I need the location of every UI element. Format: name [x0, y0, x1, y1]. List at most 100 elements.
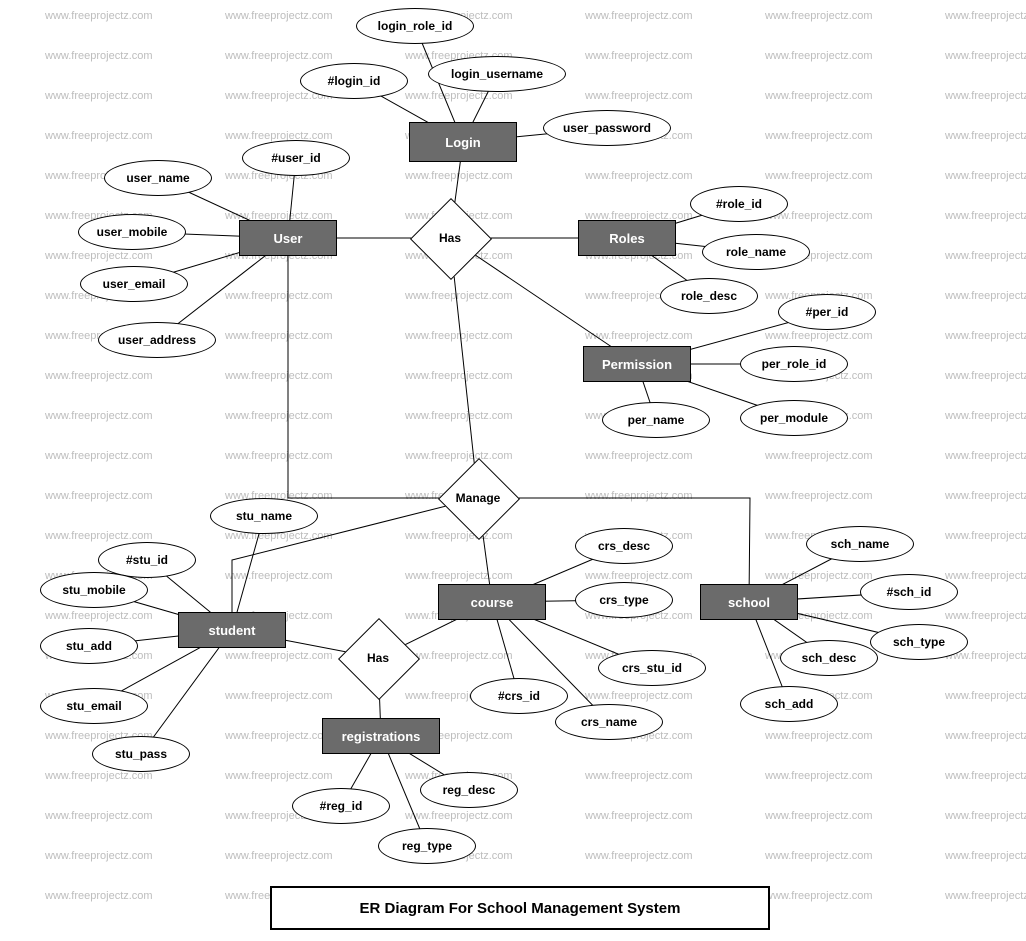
- attribute-crs_id: #crs_id: [470, 678, 568, 714]
- watermark-text: www.freeprojectz.com: [945, 730, 1026, 742]
- relationship-has1: Has: [410, 198, 490, 278]
- attribute-user_password: user_password: [543, 110, 671, 146]
- watermark-text: www.freeprojectz.com: [45, 530, 153, 542]
- watermark-text: www.freeprojectz.com: [945, 210, 1026, 222]
- attribute-reg_id: #reg_id: [292, 788, 390, 824]
- relationship-manage: Manage: [438, 458, 518, 538]
- watermark-text: www.freeprojectz.com: [225, 10, 333, 22]
- watermark-text: www.freeprojectz.com: [225, 450, 333, 462]
- watermark-text: www.freeprojectz.com: [765, 890, 873, 902]
- attribute-user_id: #user_id: [242, 140, 350, 176]
- watermark-text: www.freeprojectz.com: [225, 570, 333, 582]
- watermark-text: www.freeprojectz.com: [945, 690, 1026, 702]
- watermark-text: www.freeprojectz.com: [45, 410, 153, 422]
- watermark-text: www.freeprojectz.com: [765, 90, 873, 102]
- watermark-text: www.freeprojectz.com: [765, 450, 873, 462]
- watermark-text: www.freeprojectz.com: [945, 530, 1026, 542]
- attribute-sch_type: sch_type: [870, 624, 968, 660]
- attribute-per_module: per_module: [740, 400, 848, 436]
- watermark-text: www.freeprojectz.com: [585, 490, 693, 502]
- watermark-text: www.freeprojectz.com: [945, 250, 1026, 262]
- watermark-text: www.freeprojectz.com: [585, 810, 693, 822]
- attribute-role_name: role_name: [702, 234, 810, 270]
- watermark-text: www.freeprojectz.com: [945, 770, 1026, 782]
- watermark-text: www.freeprojectz.com: [585, 90, 693, 102]
- watermark-text: www.freeprojectz.com: [45, 90, 153, 102]
- watermark-text: www.freeprojectz.com: [225, 770, 333, 782]
- attribute-login_username: login_username: [428, 56, 566, 92]
- watermark-text: www.freeprojectz.com: [945, 170, 1026, 182]
- watermark-text: www.freeprojectz.com: [765, 330, 873, 342]
- attribute-crs_desc: crs_desc: [575, 528, 673, 564]
- watermark-text: www.freeprojectz.com: [585, 50, 693, 62]
- attribute-role_desc: role_desc: [660, 278, 758, 314]
- attribute-sch_desc: sch_desc: [780, 640, 878, 676]
- relationship-label: Has: [439, 231, 461, 245]
- attribute-login_role_id: login_role_id: [356, 8, 474, 44]
- relationship-label: Manage: [456, 491, 501, 505]
- attribute-stu_mobile: stu_mobile: [40, 572, 148, 608]
- attribute-user_name: user_name: [104, 160, 212, 196]
- attribute-reg_type: reg_type: [378, 828, 476, 864]
- attribute-sch_id: #sch_id: [860, 574, 958, 610]
- diagram-title-text: ER Diagram For School Management System: [360, 900, 681, 917]
- watermark-text: www.freeprojectz.com: [225, 290, 333, 302]
- entity-student: student: [178, 612, 286, 648]
- watermark-text: www.freeprojectz.com: [585, 450, 693, 462]
- watermark-text: www.freeprojectz.com: [945, 330, 1026, 342]
- watermark-text: www.freeprojectz.com: [405, 570, 513, 582]
- watermark-text: www.freeprojectz.com: [405, 410, 513, 422]
- attribute-crs_name: crs_name: [555, 704, 663, 740]
- watermark-text: www.freeprojectz.com: [225, 330, 333, 342]
- watermark-text: www.freeprojectz.com: [225, 730, 333, 742]
- attribute-sch_add: sch_add: [740, 686, 838, 722]
- watermark-text: www.freeprojectz.com: [405, 810, 513, 822]
- watermark-text: www.freeprojectz.com: [945, 290, 1026, 302]
- watermark-text: www.freeprojectz.com: [945, 810, 1026, 822]
- attribute-reg_desc: reg_desc: [420, 772, 518, 808]
- watermark-text: www.freeprojectz.com: [945, 10, 1026, 22]
- watermark-text: www.freeprojectz.com: [945, 410, 1026, 422]
- watermark-text: www.freeprojectz.com: [45, 490, 153, 502]
- watermark-text: www.freeprojectz.com: [45, 50, 153, 62]
- watermark-text: www.freeprojectz.com: [585, 10, 693, 22]
- watermark-text: www.freeprojectz.com: [945, 610, 1026, 622]
- attribute-stu_add: stu_add: [40, 628, 138, 664]
- watermark-text: www.freeprojectz.com: [765, 570, 873, 582]
- attribute-crs_type: crs_type: [575, 582, 673, 618]
- watermark-text: www.freeprojectz.com: [765, 170, 873, 182]
- entity-registrations: registrations: [322, 718, 440, 754]
- attribute-login_id: #login_id: [300, 63, 408, 99]
- watermark-text: www.freeprojectz.com: [225, 50, 333, 62]
- attribute-stu_pass: stu_pass: [92, 736, 190, 772]
- watermark-text: www.freeprojectz.com: [225, 410, 333, 422]
- attribute-user_email: user_email: [80, 266, 188, 302]
- watermark-text: www.freeprojectz.com: [405, 370, 513, 382]
- watermark-text: www.freeprojectz.com: [585, 570, 693, 582]
- watermark-text: www.freeprojectz.com: [45, 10, 153, 22]
- watermark-text: www.freeprojectz.com: [585, 850, 693, 862]
- entity-roles: Roles: [578, 220, 676, 256]
- watermark-text: www.freeprojectz.com: [945, 490, 1026, 502]
- attribute-per_name: per_name: [602, 402, 710, 438]
- watermark-text: www.freeprojectz.com: [585, 690, 693, 702]
- watermark-text: www.freeprojectz.com: [225, 850, 333, 862]
- entity-login: Login: [409, 122, 517, 162]
- watermark-text: www.freeprojectz.com: [945, 890, 1026, 902]
- watermark-text: www.freeprojectz.com: [405, 330, 513, 342]
- watermark-text: www.freeprojectz.com: [45, 370, 153, 382]
- watermark-text: www.freeprojectz.com: [765, 490, 873, 502]
- watermark-text: www.freeprojectz.com: [45, 850, 153, 862]
- relationship-label: Has: [367, 651, 389, 665]
- watermark-text: www.freeprojectz.com: [405, 170, 513, 182]
- watermark-text: www.freeprojectz.com: [765, 810, 873, 822]
- watermark-text: www.freeprojectz.com: [225, 370, 333, 382]
- watermark-text: www.freeprojectz.com: [45, 810, 153, 822]
- watermark-text: www.freeprojectz.com: [585, 770, 693, 782]
- watermark-text: www.freeprojectz.com: [45, 610, 153, 622]
- watermark-text: www.freeprojectz.com: [45, 450, 153, 462]
- watermark-text: www.freeprojectz.com: [945, 130, 1026, 142]
- attribute-role_id: #role_id: [690, 186, 788, 222]
- watermark-text: www.freeprojectz.com: [405, 290, 513, 302]
- watermark-text: www.freeprojectz.com: [225, 650, 333, 662]
